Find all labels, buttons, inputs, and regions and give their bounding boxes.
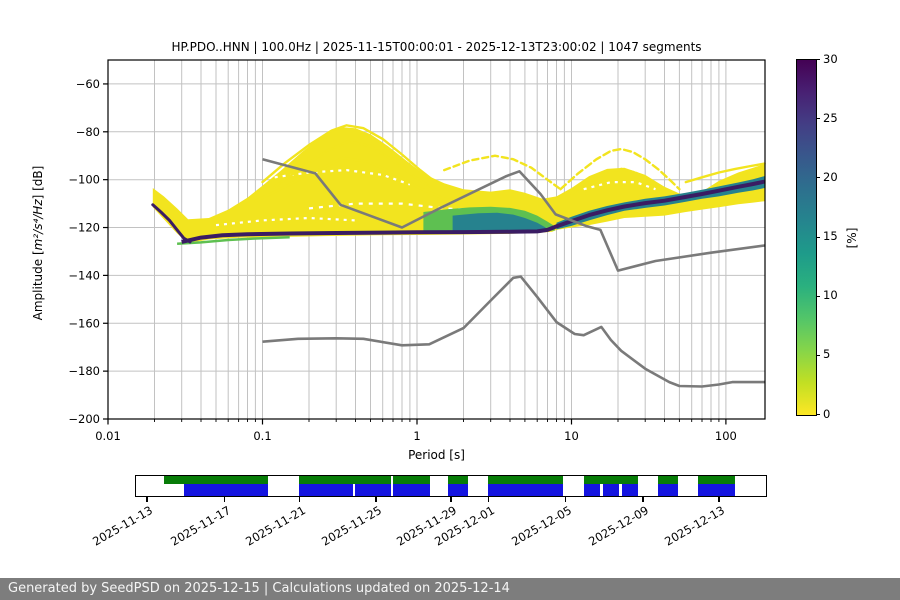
x-tick-label: 0.01 [95, 429, 121, 443]
psd-density-cloud [152, 127, 765, 244]
psd-low-density-arc [261, 124, 439, 185]
colorbar-tick-mark [816, 118, 820, 120]
y-tick-label: −180 [68, 364, 100, 378]
timeline-tick-mark [298, 497, 300, 502]
psd-cloud-speckle [274, 168, 411, 186]
colorbar-tick-mark [816, 59, 820, 60]
availability-segment-blue [448, 484, 468, 496]
y-tick-label: −200 [68, 412, 100, 426]
availability-segment-blue [183, 484, 269, 496]
timeline-tick-mark [375, 497, 377, 502]
y-tick-label: −100 [68, 173, 100, 187]
footer-bar: Generated by SeedPSD on 2025-12-15 | Cal… [0, 578, 900, 600]
availability-segment-green [583, 476, 639, 484]
y-tick-label: −120 [68, 221, 100, 235]
timeline-tick-mark [223, 497, 226, 502]
availability-timeline [135, 475, 767, 497]
availability-segment-blue [698, 484, 736, 496]
x-axis-label: Period [s] [408, 448, 465, 462]
timeline-tick-mark [146, 497, 148, 502]
colorbar-tick-label: 5 [823, 347, 831, 362]
availability-segment-blue [658, 484, 679, 496]
psd-left-green-fringe [177, 236, 290, 246]
x-tick-label: 0.1 [253, 429, 271, 443]
colorbar-tick-label: 15 [823, 229, 838, 243]
availability-segment-blue [583, 484, 601, 496]
psd-low-density-arc [559, 147, 681, 191]
psd-low-density-arc [684, 162, 766, 184]
availability-segment-blue [602, 484, 620, 496]
availability-segment-green [163, 476, 269, 484]
availability-segment-blue [621, 484, 639, 496]
colorbar-tick-label: 10 [823, 288, 838, 303]
colorbar [796, 59, 817, 416]
y-axis-label: Amplitude [m²/s⁴/Hz] [dB] [31, 166, 45, 321]
timeline-tick-mark [450, 497, 452, 502]
nhnm-line [262, 158, 765, 272]
timeline-tick-mark [564, 497, 567, 502]
colorbar-tick-mark [816, 414, 820, 415]
x-tick-label: 100 [715, 429, 737, 443]
psd-left-dark-edge [151, 203, 192, 244]
colorbar-tick-mark [816, 354, 820, 356]
psd-cloud-speckle [583, 181, 656, 191]
timeline-tick-mark [642, 497, 644, 502]
colorbar-unit-label: [%] [845, 227, 859, 249]
psd-low-density-arc [443, 154, 562, 191]
colorbar-tick-label: 20 [823, 169, 838, 184]
colorbar-tick-mark [816, 177, 820, 179]
psd-low-density-arc [273, 140, 436, 191]
nlnm-line [262, 275, 765, 388]
y-axis-label-units: m²/s⁴/Hz [31, 199, 45, 251]
chart-title: HP.PDO..HNN | 100.0Hz | 2025-11-15T00:00… [171, 40, 702, 54]
colorbar-tick-mark [816, 295, 820, 297]
availability-segment-blue [355, 484, 392, 496]
x-tick-label: 10 [564, 429, 579, 443]
colorbar-tick-label: 0 [823, 406, 831, 421]
y-tick-label: −80 [76, 125, 100, 139]
availability-segment-blue [298, 484, 354, 496]
availability-segment-blue [393, 484, 431, 496]
psd-low-density-arc [570, 167, 666, 196]
availability-segment-green [698, 476, 736, 484]
availability-segment-green [298, 476, 392, 484]
timeline-tick-mark [718, 497, 720, 502]
y-tick-label: −140 [68, 268, 100, 282]
timeline-tick-mark [487, 497, 490, 502]
y-tick-label: −60 [76, 77, 100, 91]
availability-segment-green [487, 476, 563, 484]
y-axis-label-suffix: ] [dB] [31, 165, 45, 200]
y-tick-label: −160 [68, 316, 100, 330]
availability-segment-blue [487, 484, 563, 496]
availability-segment-green [448, 476, 468, 484]
colorbar-tick-mark [816, 236, 820, 238]
footer-text: Generated by SeedPSD on 2025-12-15 | Cal… [8, 581, 510, 596]
x-tick-label: 1 [413, 429, 420, 443]
colorbar-tick-label: 25 [823, 110, 838, 125]
availability-segment-green [393, 476, 431, 484]
y-axis-label-prefix: Amplitude [ [31, 250, 45, 321]
axes-frame [107, 59, 766, 420]
colorbar-tick-label: 30 [823, 51, 838, 66]
psd-mode-ridge [181, 179, 766, 244]
psd-microseism-teal-blob [452, 212, 546, 233]
availability-segment-green [658, 476, 679, 484]
psd-low-density-arc [254, 156, 468, 205]
